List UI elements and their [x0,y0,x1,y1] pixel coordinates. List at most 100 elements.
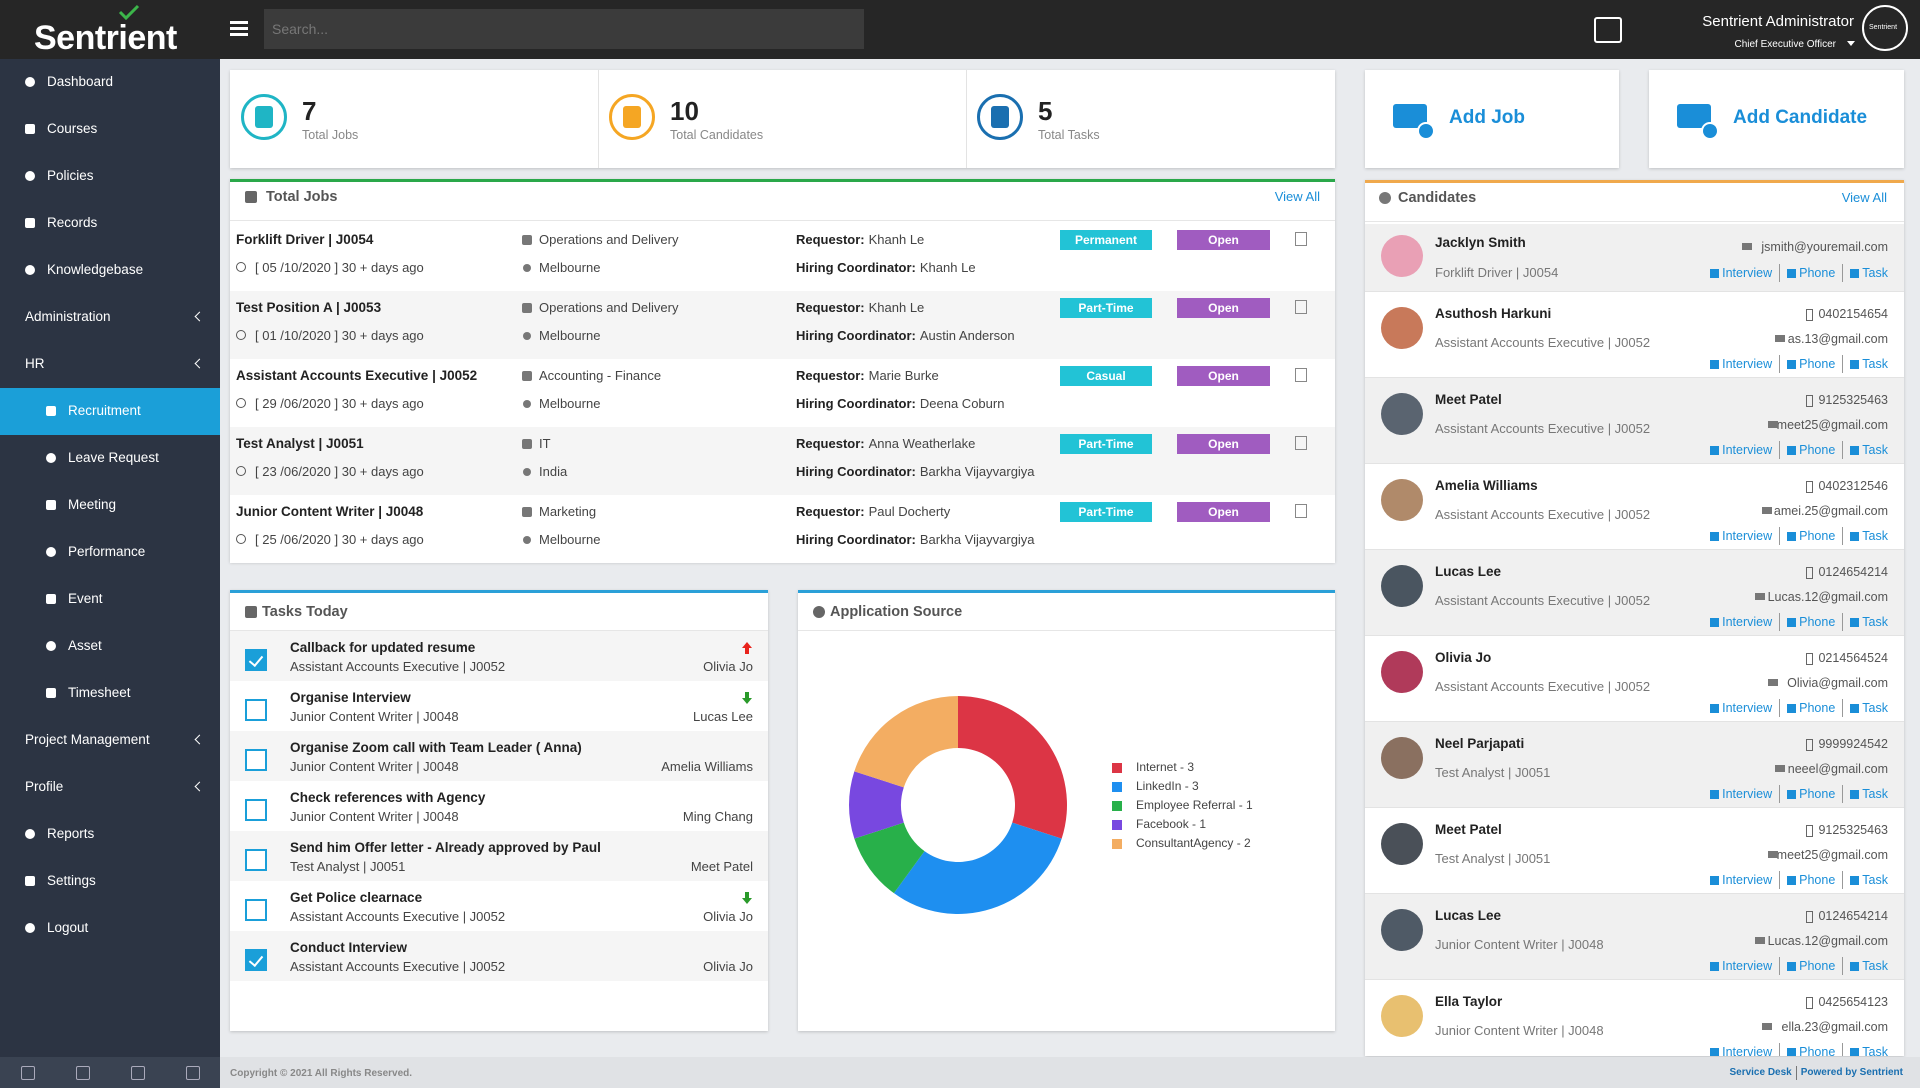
candidate-name[interactable]: Meet Patel [1435,822,1502,838]
action-card[interactable]: Add Candidate [1649,70,1904,168]
candidate-name[interactable]: Lucas Lee [1435,908,1502,924]
candidate-action[interactable]: Phone [1779,871,1835,889]
sidebar-item[interactable]: Leave Request [68,450,159,466]
candidate-name[interactable]: Amelia Williams [1435,478,1538,494]
candidate-action[interactable]: Phone [1779,1043,1835,1056]
job-doc-button[interactable] [1295,300,1307,314]
task-checkbox[interactable] [245,749,267,771]
phone-icon [1806,739,1813,751]
sidebar-item[interactable]: Meeting [68,497,117,513]
candidate-name[interactable]: Olivia Jo [1435,650,1492,666]
user-avatar[interactable]: Sentrient [1862,5,1908,51]
icon [522,303,532,313]
sidebar-item[interactable]: Performance [68,544,146,560]
sidebar-item[interactable]: Reports [47,826,95,842]
candidate-action[interactable]: Interview [1710,871,1772,889]
candidate-action[interactable]: Task [1842,785,1888,803]
sidebar-tool[interactable] [76,1066,90,1080]
candidate-action[interactable]: Interview [1710,264,1772,282]
menu-toggle[interactable] [230,21,248,37]
sidebar-item[interactable]: Policies [47,168,94,184]
task-checkbox[interactable] [245,849,267,871]
candidate-name[interactable]: Lucas Lee [1435,564,1502,580]
job-doc-button[interactable] [1295,436,1307,450]
sidebar-item[interactable]: Timesheet [68,685,131,701]
job-title[interactable]: Junior Content Writer | J0048 [236,504,424,520]
candidate-action[interactable]: Phone [1779,613,1835,631]
sidebar-tool[interactable] [186,1066,200,1080]
candidate-action[interactable]: Task [1842,871,1888,889]
task-checkbox[interactable] [245,799,267,821]
job-doc-button[interactable] [1295,368,1307,382]
job-doc-button[interactable] [1295,232,1307,246]
candidate-name[interactable]: Meet Patel [1435,392,1502,408]
candidate-name[interactable]: Jacklyn Smith [1435,235,1526,251]
sidebar-item[interactable]: Records [47,215,98,231]
candidate-action[interactable]: Task [1842,527,1888,545]
candidate-role: Forklift Driver | J0054 [1435,264,1559,280]
candidate-action[interactable]: Interview [1710,613,1772,631]
sidebar-item[interactable]: Courses [47,121,98,137]
clock-icon [236,534,246,544]
sidebar-item[interactable]: Project Management [25,732,150,748]
candidate-action[interactable]: Interview [1710,957,1772,975]
candidate-avatar [1381,823,1423,865]
sidebar-item[interactable]: Administration [25,309,111,325]
edit-button[interactable] [1594,17,1622,43]
sidebar-item[interactable]: Profile [25,779,64,795]
sidebar-item[interactable]: Recruitment [68,403,141,419]
sidebar-item[interactable]: Settings [47,873,96,889]
job-title[interactable]: Assistant Accounts Executive | J0052 [236,368,478,384]
candidate-action[interactable]: Phone [1779,957,1835,975]
action-card[interactable]: Add Job [1365,70,1619,168]
task-checkbox[interactable] [245,699,267,721]
candidate-action[interactable]: Interview [1710,699,1772,717]
job-doc-button[interactable] [1295,504,1307,518]
search-input[interactable]: Search... [264,9,864,49]
candidate-action[interactable]: Task [1842,1043,1888,1056]
candidate-action[interactable]: Interview [1710,527,1772,545]
candidate-name[interactable]: Asuthosh Harkuni [1435,306,1552,322]
candidate-action[interactable]: Phone [1779,355,1835,373]
icon [523,400,531,408]
candidate-avatar [1381,737,1423,779]
candidate-action[interactable]: Phone [1779,441,1835,459]
candidate-action[interactable]: Interview [1710,785,1772,803]
sidebar-item[interactable]: Event [68,591,103,607]
user-caret[interactable] [1847,41,1855,46]
candidate-action[interactable]: Interview [1710,1043,1772,1056]
candidate-action[interactable]: Phone [1779,699,1835,717]
sidebar-item[interactable]: HR [25,356,45,372]
candidate-action[interactable]: Phone [1779,527,1835,545]
sidebar-item[interactable]: Logout [47,920,89,936]
job-title[interactable]: Test Analyst | J0051 [236,436,364,452]
sidebar-item[interactable]: Dashboard [47,74,114,90]
candidate-action[interactable]: Task [1842,264,1888,282]
candidate-action[interactable]: Phone [1779,264,1835,282]
candidate-action[interactable]: Phone [1779,785,1835,803]
candidate-name[interactable]: Neel Parjapati [1435,736,1525,752]
sidebar-item[interactable]: Knowledgebase [47,262,144,278]
job-title[interactable]: Test Position A | J0053 [236,300,382,316]
candidate-name[interactable]: Ella Taylor [1435,994,1503,1010]
task-row: Organise Interview Junior Content Writer … [230,681,768,731]
task-checkbox[interactable] [245,949,267,971]
footer-link[interactable]: Powered by Sentrient [1795,1066,1903,1080]
coordinator-name: Barkha Vijayvargiya [919,532,1035,547]
view-all[interactable]: View All [1841,189,1887,205]
sidebar-item[interactable]: Asset [68,638,102,654]
candidate-action[interactable]: Task [1842,355,1888,373]
task-checkbox[interactable] [245,649,267,671]
sidebar-tool[interactable] [131,1066,145,1080]
candidate-action[interactable]: Task [1842,613,1888,631]
sidebar-tool[interactable] [21,1066,35,1080]
candidate-action[interactable]: Task [1842,699,1888,717]
candidate-action[interactable]: Interview [1710,355,1772,373]
view-all[interactable]: View All [1274,188,1320,204]
candidate-action[interactable]: Task [1842,957,1888,975]
candidate-action[interactable]: Interview [1710,441,1772,459]
candidate-action[interactable]: Task [1842,441,1888,459]
footer-link[interactable]: Service Desk [1729,1067,1792,1078]
job-title[interactable]: Forklift Driver | J0054 [236,232,374,248]
task-checkbox[interactable] [245,899,267,921]
